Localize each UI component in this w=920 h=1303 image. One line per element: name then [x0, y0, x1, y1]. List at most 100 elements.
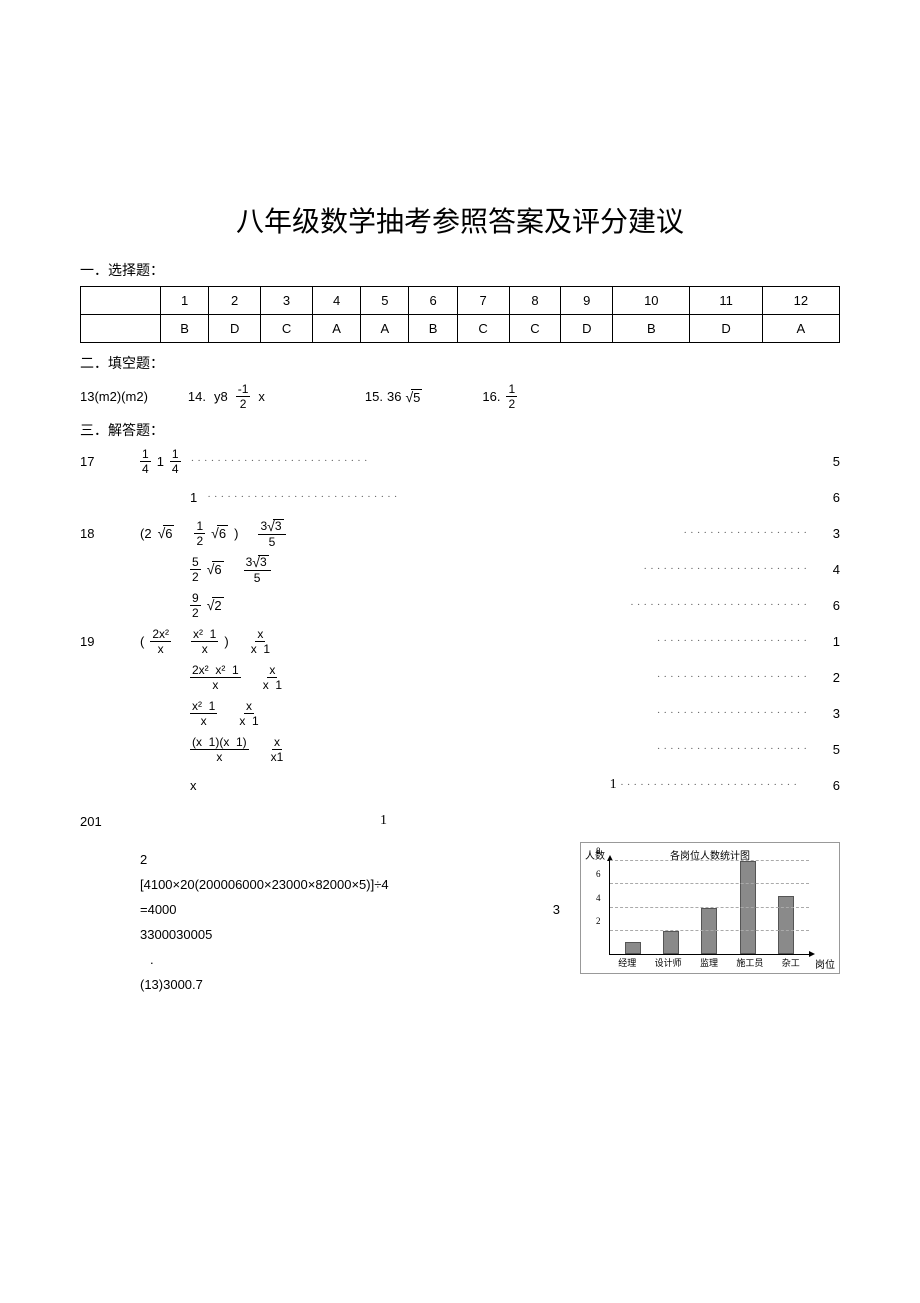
q20-r1: 1	[380, 813, 580, 829]
bar-chart: 人数 各岗位人数统计图 2468 经理设计师监理施工员杂工 岗位	[580, 842, 840, 974]
frac-den: x	[210, 678, 220, 691]
score: 6	[810, 598, 840, 613]
q19-line4: (x 1)(x 1)x xx1 ······················· …	[80, 734, 840, 764]
q20-number: 201	[80, 814, 140, 829]
radicand: 3	[273, 519, 284, 532]
ytick-label: 6	[596, 869, 601, 879]
radicand: 6	[212, 561, 223, 577]
frac-den: x1	[269, 750, 286, 763]
q19-line1: 19 (2x²x x² 1x) xx 1 ···················…	[80, 626, 840, 656]
q20-text: 2 [4100×20(200006000×23000×82000×5)]÷4 =…	[80, 842, 560, 1002]
frac-den: x	[200, 642, 210, 655]
frac-num: x	[267, 664, 277, 678]
frac-num: x	[244, 700, 254, 714]
q18-expr3: 92 2	[190, 592, 224, 619]
frac-den: x	[214, 750, 224, 763]
term: 1	[157, 454, 164, 469]
mc-num: 8	[509, 287, 561, 315]
q16-fraction: 1 2	[506, 383, 517, 410]
chart-bar	[778, 896, 794, 954]
frac-num: x² 1	[190, 700, 217, 714]
gridline	[610, 883, 809, 884]
q19-expr3: x² 1x xx 1	[190, 700, 261, 727]
dots: ···························	[181, 455, 810, 467]
mc-ans: A	[762, 315, 839, 343]
document-page: 八年级数学抽考参照答案及评分建议 一．选择题： 1 2 3 4 5 6 7 8 …	[0, 0, 920, 1082]
xtick-label: 设计师	[655, 956, 682, 969]
q14-part1: y8	[214, 389, 228, 404]
chart-xlabel: 岗位	[815, 956, 835, 971]
frac-num: 2x² x² 1	[190, 664, 241, 678]
frac-num: 2x²	[150, 628, 171, 642]
q20-line6: .	[80, 952, 560, 967]
q20-line7: (13)3000.7	[80, 977, 560, 992]
dots: ·······················	[657, 743, 810, 755]
mc-ans: C	[509, 315, 561, 343]
q18-line3: 92 2 ··························· 6	[80, 590, 840, 620]
score: 3	[553, 902, 560, 917]
q17-expr1: 14 1 14	[140, 448, 181, 475]
chart-bars	[610, 861, 809, 954]
mc-ans: A	[312, 315, 360, 343]
frac-num: x	[255, 628, 265, 642]
q20-block: 2 [4100×20(200006000×23000×82000×5)]÷4 =…	[80, 842, 840, 1002]
chart-bar	[701, 908, 717, 955]
frac-den: 4	[140, 462, 151, 475]
term: (2	[140, 526, 152, 541]
frac-num: (x 1)(x 1)	[190, 736, 249, 750]
radicand: 5	[411, 389, 422, 405]
frac-num: 1	[170, 448, 181, 462]
ytick-label: 4	[596, 893, 601, 903]
q15-sqrt: 5	[405, 389, 422, 405]
dots: ···························	[620, 779, 800, 791]
mc-num: 1	[161, 287, 209, 315]
chart-plot-area: 2468	[609, 861, 809, 955]
gridline	[610, 930, 809, 931]
mc-ans: D	[209, 315, 261, 343]
q16-answer: 16. 1 2	[482, 383, 517, 410]
score: 6	[810, 490, 840, 505]
q17-expr2: 1	[190, 490, 197, 505]
xtick-label: 监理	[700, 956, 718, 969]
frac-den: 2	[190, 606, 201, 619]
dots: ·························	[643, 563, 810, 575]
section-3-label: 三．解答题：	[80, 420, 840, 440]
q18-expr1: (2 6 12 6 ) 33 5	[140, 519, 286, 548]
frac-den: 2	[190, 570, 201, 583]
frac-num: 33	[244, 555, 271, 571]
frac-num: x	[272, 736, 282, 750]
q14-answer: 14. y8 -1 2 x	[188, 383, 265, 410]
table-row: B D C A A B C C D B D A	[81, 315, 840, 343]
q18-line2: 52 6 33 5 ························· 4	[80, 554, 840, 584]
frac-den: 2	[194, 534, 205, 547]
mc-ans: B	[161, 315, 209, 343]
term: 1	[190, 490, 197, 505]
dots: ·······················	[657, 635, 810, 647]
ytick-label: 8	[596, 846, 601, 856]
term: )	[234, 526, 238, 541]
q18-line1: 18 (2 6 12 6 ) 33 5 ··················· …	[80, 518, 840, 548]
frac-num: 33	[258, 519, 285, 535]
q18-expr2: 52 6 33 5	[190, 555, 271, 584]
score: 5	[810, 742, 840, 757]
mc-num: 4	[312, 287, 360, 315]
q19-line3: x² 1x xx 1 ······················· 3	[80, 698, 840, 728]
score: 1	[810, 634, 840, 649]
frac-den: x 1	[249, 642, 272, 655]
mc-num: 11	[690, 287, 762, 315]
gridline	[610, 860, 809, 861]
mc-num: 7	[457, 287, 509, 315]
frac-den: 2	[238, 397, 249, 410]
q19-result: 1 ···························	[197, 777, 811, 793]
section-1-label: 一．选择题：	[80, 260, 840, 280]
score: 6	[810, 778, 840, 793]
section-2-label: 二．填空题：	[80, 353, 840, 373]
frac-den: x 1	[261, 678, 284, 691]
ytick-label: 2	[596, 916, 601, 926]
header-blank	[81, 287, 161, 315]
mc-num: 10	[613, 287, 690, 315]
dots: ·····························	[197, 491, 810, 503]
score: 3	[810, 526, 840, 541]
frac-num: -1	[236, 383, 251, 397]
gridline	[610, 907, 809, 908]
